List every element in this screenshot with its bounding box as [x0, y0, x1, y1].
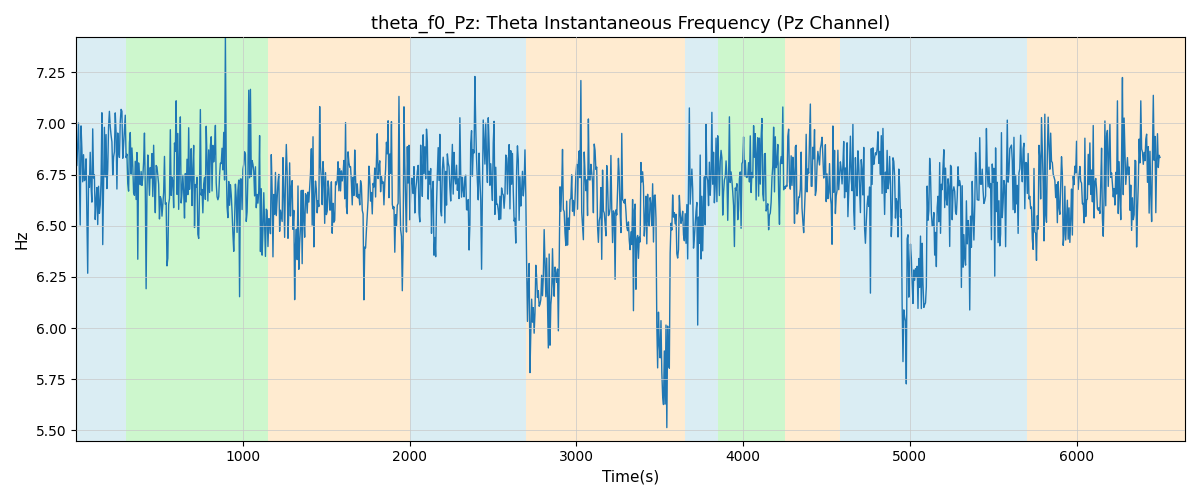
- X-axis label: Time(s): Time(s): [602, 470, 659, 485]
- Bar: [268, 38, 409, 440]
- Bar: [1026, 38, 1186, 440]
- Bar: [685, 38, 718, 440]
- Bar: [918, 38, 1026, 440]
- Bar: [527, 38, 685, 440]
- Bar: [718, 38, 785, 440]
- Title: theta_f0_Pz: Theta Instantaneous Frequency (Pz Channel): theta_f0_Pz: Theta Instantaneous Frequen…: [371, 15, 890, 34]
- Bar: [785, 38, 840, 440]
- Bar: [840, 38, 918, 440]
- Y-axis label: Hz: Hz: [14, 230, 30, 249]
- Bar: [409, 38, 527, 440]
- Bar: [76, 38, 126, 440]
- Bar: [126, 38, 268, 440]
